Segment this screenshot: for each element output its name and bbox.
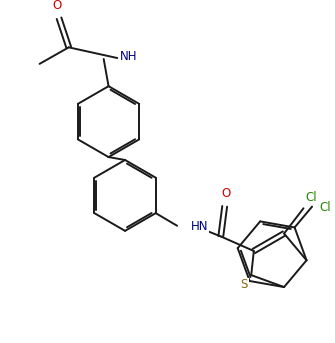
Text: NH: NH (120, 50, 138, 62)
Text: HN: HN (191, 220, 208, 233)
Text: Cl: Cl (320, 201, 331, 214)
Text: S: S (241, 278, 248, 291)
Text: O: O (221, 187, 230, 200)
Text: O: O (53, 0, 62, 12)
Text: Cl: Cl (306, 191, 317, 204)
